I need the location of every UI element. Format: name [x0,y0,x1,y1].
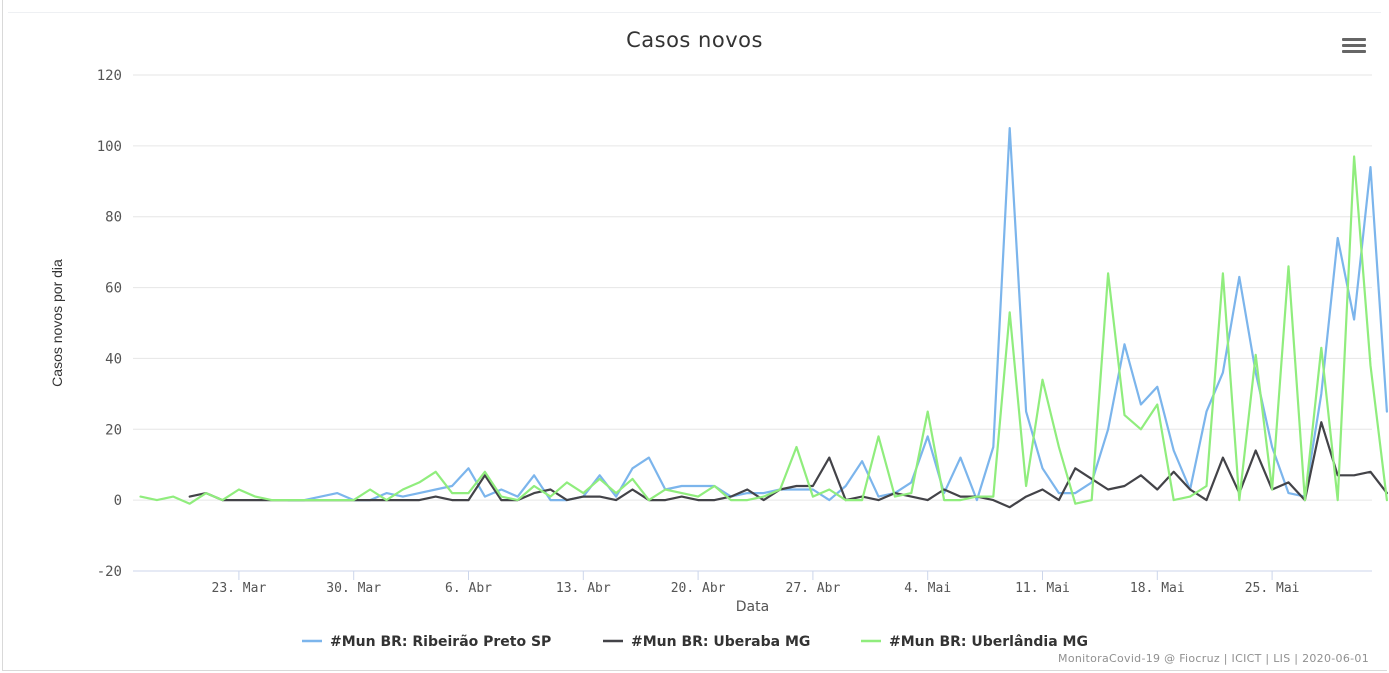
legend-item-label[interactable]: #Mun BR: Uberlândia MG [889,634,1088,650]
x-tick-label: 25. Mai [1245,581,1300,596]
y-axis-title: Casos novos por dia [49,259,65,387]
x-tick-label: 4. Mai [904,581,951,596]
y-tick-label: 40 [105,351,122,367]
y-tick-label: -20 [97,564,122,580]
x-tick-label: 30. Mar [326,581,381,596]
x-tick-label: 20. Abr [671,581,726,596]
x-tick-label: 13. Abr [556,581,611,596]
x-axis: 23. Mar 30. Mar 6. Abr 13. Abr 20. Abr 27. Ab… [133,570,1372,596]
y-axis: -20 0 20 40 60 80 100 120 [97,68,122,580]
y-tick-label: 100 [97,139,122,155]
series-line[interactable] [287,127,1388,502]
x-axis-title: Data [736,599,769,615]
x-tick-label: 27. Abr [786,581,841,596]
y-tick-label: 80 [105,210,122,226]
x-tick-label: 6. Abr [445,581,492,596]
y-tick-label: 20 [105,422,122,438]
top-divider [8,12,1381,13]
legend-item-label[interactable]: #Mun BR: Ribeirão Preto SP [330,634,551,650]
legend-item-label[interactable]: #Mun BR: Uberaba MG [631,634,810,650]
y-tick-label: 60 [105,281,122,297]
credit-text: MonitoraCovid-19 @ Fiocruz | ICICT | LIS… [1058,652,1369,665]
chart-title: Casos novos [626,28,763,52]
y-tick-label: 120 [97,68,122,84]
legend: #Mun BR: Ribeirão Preto SP #Mun BR: Ubera… [302,634,1088,650]
x-tick-label: 11. Mai [1015,581,1070,596]
x-tick-label: 18. Mai [1130,581,1185,596]
series-lines [139,127,1388,509]
series-line[interactable] [139,155,1388,505]
series-line[interactable] [188,421,1388,509]
y-tick-label: 0 [114,493,122,509]
hamburger-menu-icon[interactable] [1342,38,1366,56]
x-tick-label: 23. Mar [212,581,267,596]
